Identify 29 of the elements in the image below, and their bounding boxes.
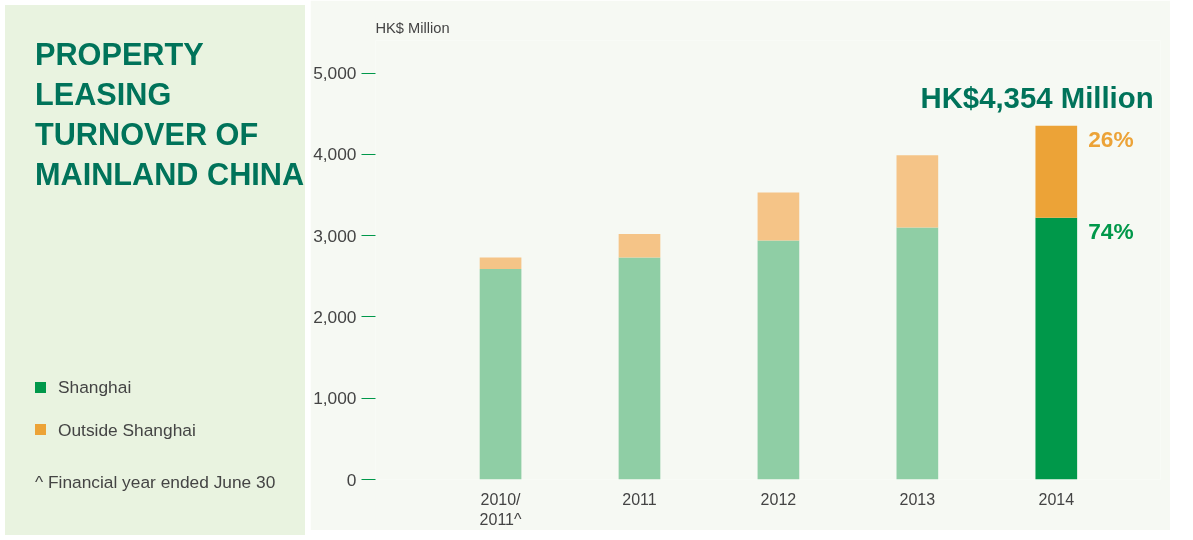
bar bbox=[479, 268, 522, 480]
y-tick-label: 2,000 bbox=[313, 306, 357, 327]
x-tick-label: 2014 bbox=[1038, 490, 1075, 508]
bar bbox=[618, 257, 661, 480]
x-tick-label: 2010/ 2011^ bbox=[479, 490, 522, 528]
annotation: 26% bbox=[1088, 125, 1134, 152]
legend-label: Shanghai bbox=[57, 375, 133, 399]
bar bbox=[618, 233, 661, 258]
y-tick-label: 1,000 bbox=[313, 388, 357, 409]
text: PROPERTY LEASING TURNOVER OF MAINLAND CHINA bbox=[35, 36, 305, 193]
y-tick-label: 5,000 bbox=[313, 63, 357, 84]
bar bbox=[896, 227, 939, 480]
x-tick-label: 2012 bbox=[760, 490, 797, 508]
x-tick-label: 2013 bbox=[899, 490, 936, 508]
bar bbox=[479, 257, 522, 269]
x-tick-label: 2011 bbox=[622, 490, 657, 508]
bar bbox=[896, 155, 939, 228]
y-tick-label: 0 bbox=[346, 469, 357, 490]
annotation: 74% bbox=[1088, 217, 1134, 244]
y-tick-label: 3,000 bbox=[313, 225, 357, 246]
text: ^ Financial year ended June 30 bbox=[35, 471, 277, 495]
y-axis-title: HK$ Million bbox=[375, 19, 450, 36]
bar bbox=[1035, 217, 1078, 480]
bar bbox=[1035, 125, 1078, 218]
legend-label: Outside Shanghai bbox=[57, 418, 197, 442]
bar bbox=[757, 192, 800, 241]
y-tick-label: 4,000 bbox=[313, 144, 357, 165]
bar bbox=[757, 240, 800, 480]
annotation: HK$4,354 Million bbox=[920, 80, 1154, 114]
